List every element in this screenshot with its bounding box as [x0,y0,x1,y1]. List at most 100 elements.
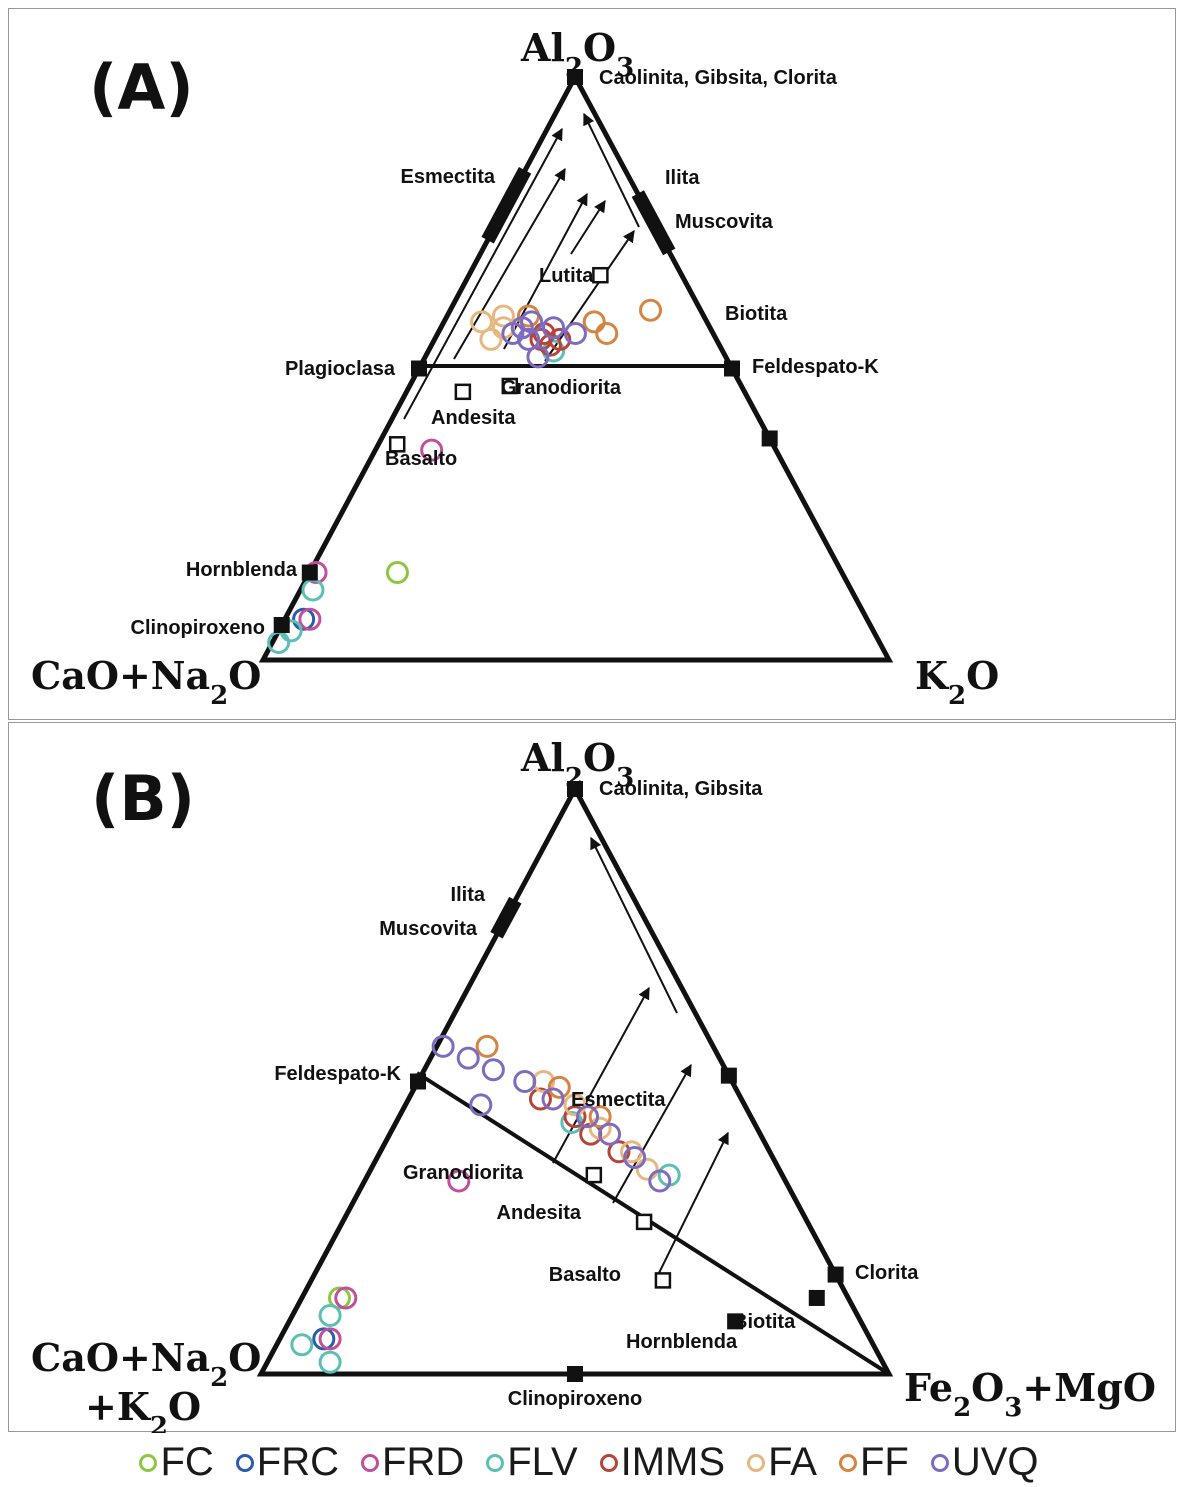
tie-line [415,1071,891,1376]
vertex-left-label: CaO+Na2O [31,1335,261,1393]
label-biotita: Biotita [725,303,788,325]
rock-marker [592,266,609,284]
mineral-marker [273,617,290,634]
mineral-marker [567,1366,583,1382]
legend-item-uvq: UVQ [930,1440,1039,1485]
label-hornblenda: Hornblenda [626,1331,738,1353]
mineral-marker [761,430,778,447]
data-point-imms [548,327,572,351]
rock-marker [635,1213,653,1231]
data-point-frd [298,607,322,631]
label-esmectita: Esmectita [571,1089,666,1111]
data-point-fc [385,561,409,585]
legend-item-frd: FRD [361,1440,464,1485]
mineral-marker [720,1067,737,1084]
panel-a: (A) Caolinita, Gibsita, Clorita Biotita Fe… [8,8,1176,720]
data-point-fa [479,327,503,351]
data-point-frc [312,1327,336,1351]
mineral-field-bar [631,190,676,256]
data-point-flv [318,1304,342,1327]
vertex-right-label: K2O [915,653,999,711]
data-point-frd [420,438,444,462]
data-point-uvq [541,1087,565,1111]
legend-marker [486,1453,505,1472]
data-point-ff [595,322,619,346]
data-point-frd [447,1169,471,1193]
label-andesita: Andesita [497,1202,582,1224]
data-point-fa [470,310,494,334]
mineral-marker [727,1313,744,1330]
data-point-imms [528,1087,552,1111]
label-muscovita: Muscovita [379,918,478,940]
legend-item-imms: IMMS [599,1440,726,1485]
data-point-imms [563,1105,587,1129]
data-point-uvq [513,1070,537,1093]
rock-marker [654,1272,672,1289]
data-point-fc [328,1286,351,1310]
data-point-uvq [481,1058,505,1082]
vertex-left-label: CaO+Na2O [31,653,261,711]
data-point-uvq [576,1105,600,1129]
label-caolinita: Caolinita, Gibsita [599,778,763,800]
mineral-marker [808,1289,825,1306]
rock-marker [585,1166,603,1184]
legend-label: FRD [382,1440,465,1484]
data-point-frd [334,1286,358,1310]
legend-label: IMMS [620,1440,726,1484]
legend-item-flv: FLV [486,1440,578,1485]
label-clinopiroxeno: Clinopiroxeno [508,1388,642,1410]
mineral-marker [567,781,583,797]
mineral-field-bar [481,166,532,244]
data-point-ff [639,298,663,322]
label-lutita: Lutita [539,265,594,287]
weathering-arrow [658,1131,729,1274]
data-point-flv [290,1333,314,1357]
data-point-ff [475,1034,499,1058]
label-plagioclasa: Plagioclasa [285,358,396,380]
mineral-field-bar [490,896,522,939]
legend-item-ff: FF [838,1440,909,1485]
legend-item-fa: FA [747,1440,817,1485]
rock-marker [388,436,406,453]
data-point-flv [318,1350,342,1374]
label-andesita: Andesita [431,407,516,429]
legend: FC FRC FRD FLV IMMS FA FF UVQ [0,1438,1178,1487]
data-point-imms [607,1140,631,1164]
weathering-arrow [590,836,678,1014]
legend-label: FLV [507,1440,578,1484]
label-ilita: Ilita [665,167,700,189]
vertex-left-label-line2: +K2O [85,1384,201,1433]
weathering-arrow [570,199,606,255]
vertex-right-label: Fe2O3+MgO [904,1365,1156,1423]
data-point-uvq [431,1034,455,1058]
label-granodiorita: Granodiorita [403,1162,524,1184]
mineral-marker [567,69,583,85]
data-point-uvq [623,1146,647,1170]
label-clorita: Clorita [855,1262,919,1284]
data-point-frd [318,1327,342,1351]
legend-marker [139,1453,158,1472]
rock-marker [454,383,472,401]
label-feldespato: Feldespato-K [274,1063,401,1085]
label-hornblenda: Hornblenda [186,559,298,581]
weathering-arrow [583,112,640,228]
ternary-plot-b: (B) Caolinita, Gibsita Feldespato-K Esmect… [31,735,1156,1433]
legend-item-frc: FRC [235,1440,339,1485]
label-biotita: Biotita [733,1311,796,1333]
data-point-uvq [469,1093,493,1117]
label-clinopiroxeno: Clinopiroxeno [131,617,265,639]
data-point-uvq [648,1169,672,1193]
label-granodiorita: Granodiorita [501,377,622,399]
data-point-uvq [526,345,550,369]
legend-label: FC [160,1440,214,1484]
label-caolinita: Caolinita, Gibsita, Clorita [599,67,838,89]
data-point-uvq [517,327,540,351]
data-point-fa [563,1093,587,1117]
legend-marker [838,1453,857,1472]
rock-marker [501,377,519,395]
data-point-ff [547,1075,571,1099]
legend-label: UVQ [951,1440,1039,1484]
weathering-arrow [612,1063,692,1204]
label-esmectita: Esmectita [401,166,496,188]
data-point-uvq [456,1046,480,1070]
